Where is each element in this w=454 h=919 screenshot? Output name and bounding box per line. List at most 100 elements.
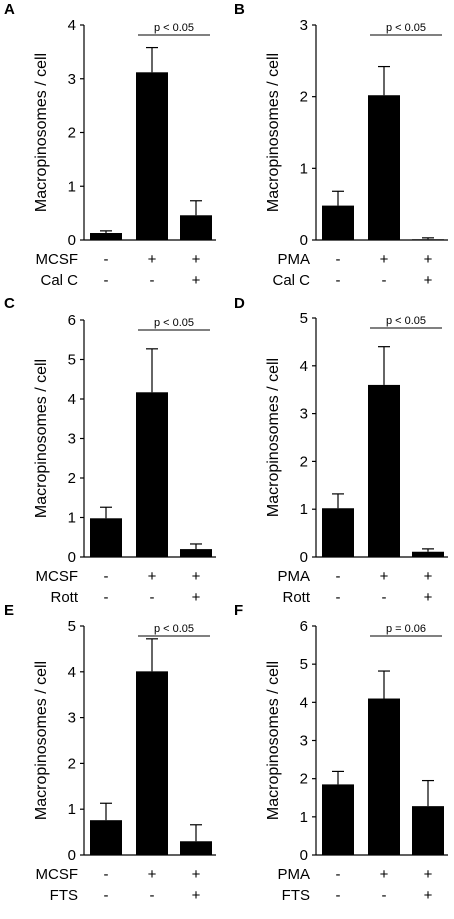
condition-label: Cal C xyxy=(272,272,310,289)
y-tick-label: 3 xyxy=(68,710,76,727)
y-tick-label: 1 xyxy=(300,501,308,518)
y-tick-label: 0 xyxy=(68,847,76,864)
bar xyxy=(136,392,168,557)
p-value-label: p = 0.06 xyxy=(386,623,426,635)
y-tick-label: 2 xyxy=(300,89,308,106)
bar xyxy=(90,518,122,557)
panel-label: E xyxy=(4,602,14,619)
y-axis-title: Macropinosomes / cell xyxy=(33,53,50,212)
bar xyxy=(90,820,122,855)
minus-sign: - xyxy=(336,272,341,289)
minus-sign: - xyxy=(150,589,155,606)
minus-sign: - xyxy=(336,568,341,585)
plus-sign: + xyxy=(380,251,389,268)
y-tick-label: 2 xyxy=(68,755,76,772)
y-tick-label: 4 xyxy=(68,664,76,681)
bar xyxy=(180,841,212,855)
p-value-label: p < 0.05 xyxy=(154,22,194,34)
p-value-label: p < 0.05 xyxy=(386,315,426,327)
bar xyxy=(368,95,400,240)
y-tick-label: 1 xyxy=(68,510,76,527)
condition-label: PMA xyxy=(277,568,310,585)
y-tick-label: 2 xyxy=(300,453,308,470)
minus-sign: - xyxy=(104,272,109,289)
minus-sign: - xyxy=(104,887,109,904)
plus-sign: + xyxy=(192,251,201,268)
minus-sign: - xyxy=(336,251,341,268)
minus-sign: - xyxy=(104,251,109,268)
plus-sign: + xyxy=(192,866,201,883)
bar xyxy=(136,671,168,855)
minus-sign: - xyxy=(150,272,155,289)
minus-sign: - xyxy=(104,589,109,606)
y-tick-label: 1 xyxy=(300,160,308,177)
p-value-label: p < 0.05 xyxy=(154,317,194,329)
plus-sign: + xyxy=(192,887,201,904)
condition-label: MCSF xyxy=(36,251,79,268)
y-tick-label: 2 xyxy=(300,771,308,788)
condition-label: Rott xyxy=(282,589,310,606)
plus-sign: + xyxy=(192,568,201,585)
y-tick-label: 1 xyxy=(68,801,76,818)
plus-sign: + xyxy=(424,251,433,268)
bar xyxy=(90,233,122,240)
y-axis-title: Macropinosomes / cell xyxy=(33,359,50,518)
y-tick-label: 0 xyxy=(68,549,76,566)
minus-sign: - xyxy=(382,272,387,289)
chart-panel-d: D 0 1 2 3 4 5 Macropinosomes / cell p < 0.05 PMA -… xyxy=(234,295,448,606)
minus-sign: - xyxy=(150,887,155,904)
chart-panel-a: A 0 1 2 3 4 Macropinosomes / cell p < 0.05 MCSF -… xyxy=(4,1,216,289)
bar xyxy=(412,551,444,557)
y-tick-label: 3 xyxy=(300,406,308,423)
condition-label: FTS xyxy=(282,887,310,904)
minus-sign: - xyxy=(104,568,109,585)
y-tick-label: 4 xyxy=(68,391,76,408)
minus-sign: - xyxy=(336,589,341,606)
minus-sign: - xyxy=(104,866,109,883)
chart-panel-f: F 0 1 2 3 4 5 6 Macropinosomes / cell p = 0.06 PMA… xyxy=(234,602,448,904)
y-tick-label: 3 xyxy=(68,71,76,88)
y-tick-label: 5 xyxy=(68,352,76,369)
y-tick-label: 5 xyxy=(300,310,308,327)
plus-sign: + xyxy=(424,887,433,904)
bar xyxy=(412,806,444,855)
plus-sign: + xyxy=(192,272,201,289)
y-tick-label: 2 xyxy=(68,470,76,487)
plus-sign: + xyxy=(424,272,433,289)
plus-sign: + xyxy=(380,866,389,883)
y-tick-label: 6 xyxy=(300,618,308,635)
bar xyxy=(368,698,400,855)
bar xyxy=(322,205,354,240)
plus-sign: + xyxy=(148,568,157,585)
minus-sign: - xyxy=(336,887,341,904)
plus-sign: + xyxy=(148,866,157,883)
y-axis-title: Macropinosomes / cell xyxy=(265,358,282,517)
y-tick-label: 0 xyxy=(300,549,308,566)
y-tick-label: 0 xyxy=(68,232,76,249)
y-tick-label: 4 xyxy=(300,358,308,375)
p-value-label: p < 0.05 xyxy=(386,22,426,34)
minus-sign: - xyxy=(336,866,341,883)
p-value-label: p < 0.05 xyxy=(154,623,194,635)
condition-label: Cal C xyxy=(40,272,78,289)
chart-panel-c: C 0 1 2 3 4 5 6 Macropinosomes / cell p < 0.05 MCS… xyxy=(4,295,216,606)
y-tick-label: 0 xyxy=(300,847,308,864)
panel-label: C xyxy=(4,295,15,312)
plus-sign: + xyxy=(424,866,433,883)
condition-label: FTS xyxy=(50,887,78,904)
bar xyxy=(322,508,354,557)
bar xyxy=(136,72,168,240)
plus-sign: + xyxy=(424,589,433,606)
condition-label: MCSF xyxy=(36,568,79,585)
condition-label: Rott xyxy=(50,589,78,606)
bar xyxy=(180,215,212,240)
y-tick-label: 5 xyxy=(68,618,76,635)
y-axis-title: Macropinosomes / cell xyxy=(33,661,50,820)
y-tick-label: 4 xyxy=(68,17,76,34)
panel-label: F xyxy=(234,602,243,619)
y-tick-label: 6 xyxy=(68,312,76,329)
y-axis-title: Macropinosomes / cell xyxy=(265,53,282,212)
bar xyxy=(412,239,444,240)
y-tick-label: 4 xyxy=(300,694,308,711)
